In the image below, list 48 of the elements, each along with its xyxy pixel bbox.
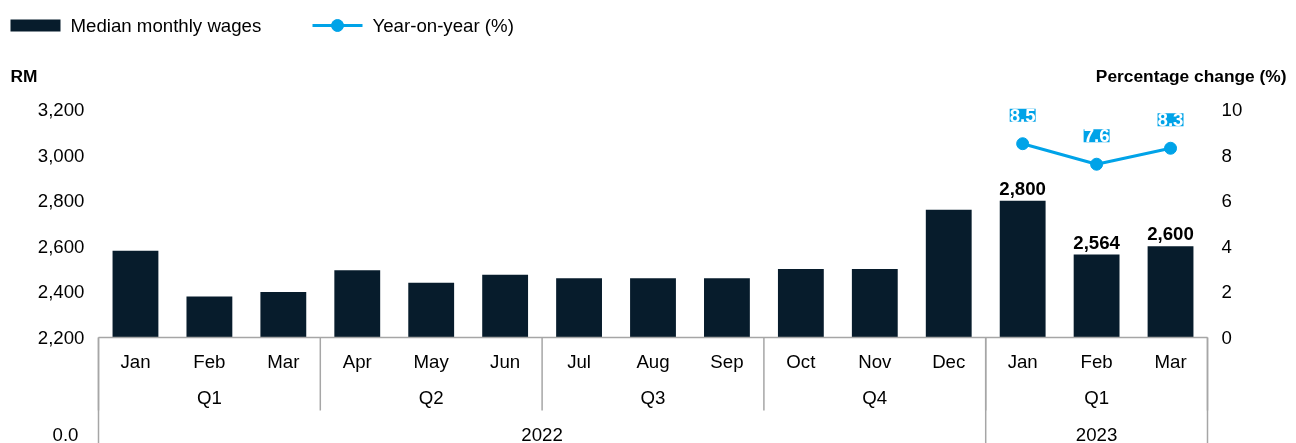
point [1090,157,1104,171]
x-tick-label: Dec [932,351,966,372]
y-tick-label: 3,200 [37,99,85,120]
y2-tick-label: 8 [1221,144,1232,166]
y-tick-label: 2,200 [37,327,85,348]
y2-tick-label: 10 [1221,99,1243,120]
y2-tick-label: 6 [1221,190,1232,212]
x-tick-label: Oct [786,351,817,372]
point [1164,141,1178,155]
legend-label: Median monthly wages [70,15,262,36]
y-tick-label: 3,000 [37,144,85,166]
legend-label: Year-on-year (%) [372,15,514,36]
point [1016,137,1030,151]
text: 2023 [1075,424,1118,443]
y2-tick-label: 0 [1221,327,1232,348]
x-tick-label: Jun [490,351,521,372]
text: Q3 [640,387,666,408]
text: Q4 [862,387,888,408]
text: Q1 [1084,387,1110,408]
x-tick-label: Aug [636,351,670,372]
y-tick-label: 2,800 [37,190,85,212]
y2-tick-label: 2 [1221,281,1232,303]
text: Q2 [418,387,444,408]
x-tick-label: Feb [1080,351,1113,372]
x-tick-label: Jan [120,351,151,372]
y-tick-label: 2,600 [37,235,85,257]
x-tick-label: Feb [193,351,226,372]
data-label: 2,800 [999,177,1047,199]
y-tick-label: 2,400 [37,281,85,303]
x-tick-label: Nov [858,351,893,372]
y-axis-title: RM [10,65,38,86]
x-tick-label: May [413,351,450,372]
data-label: 8.3 [1157,109,1184,131]
x-tick-label: Sep [710,351,744,372]
text: 2022 [521,424,563,443]
data-label: 2,600 [1147,223,1194,245]
x-tick-label: Mar [267,351,300,372]
x-tick-label: Jul [567,351,591,372]
data-label: 8.5 [1009,104,1036,126]
y2-tick-label: 4 [1221,235,1232,257]
x-tick-label: Apr [342,351,372,372]
y2-axis-title: Percentage change (%) [1095,65,1287,86]
text: Q1 [196,387,222,408]
data-label: 2,564 [1073,231,1121,253]
text: 0.0 [52,424,79,443]
data-label: 7.6 [1083,125,1110,147]
x-tick-label: Mar [1154,351,1187,372]
x-tick-label: Jan [1007,351,1038,372]
